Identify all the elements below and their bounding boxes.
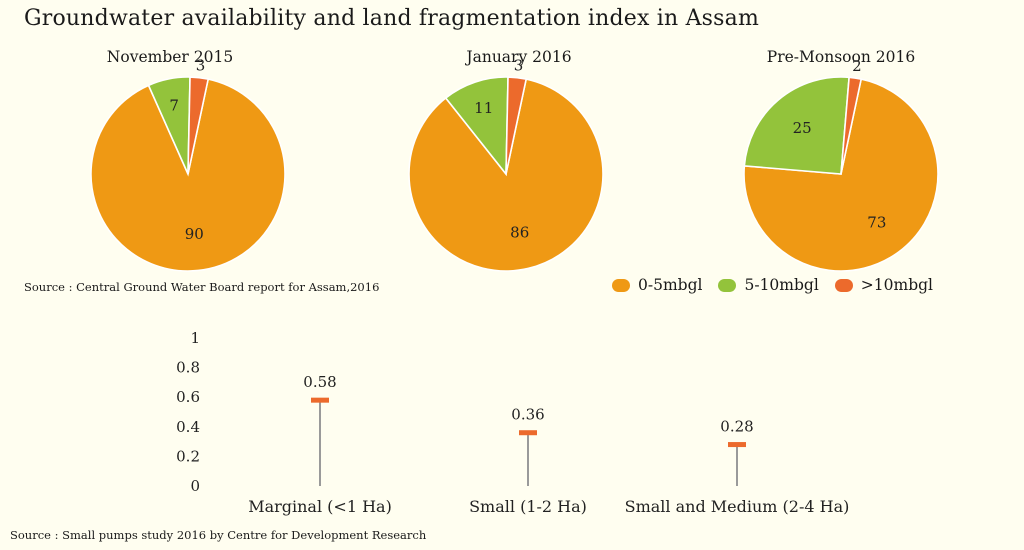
- pie-title-nov-2015: November 2015: [106, 48, 234, 66]
- source-lollipop: Source : Small pumps study 2016 by Centr…: [10, 528, 427, 542]
- page-title: Groundwater availability and land fragme…: [24, 6, 760, 31]
- x-category-label-0: Marginal (<1 Ha): [248, 497, 392, 516]
- legend-label-5-10: 5-10mbgl: [744, 276, 819, 294]
- legend-swatch-5-10: [718, 278, 737, 292]
- pie-1-label-gt-10: 3: [514, 57, 524, 75]
- pie-0-label-gt-10: 3: [196, 57, 206, 75]
- lollipop-marker-2: [728, 442, 746, 448]
- legend-item-gt-10: >10mbgl: [834, 276, 934, 294]
- pie-0-label-0-5: 90: [185, 225, 204, 243]
- legend: 0-5mbgl 5-10mbgl >10mbgl: [612, 276, 933, 294]
- pie-2-slice-0-5: [743, 78, 939, 272]
- x-category-label-2: Small and Medium (2-4 Ha): [625, 497, 850, 516]
- pie-2-label-gt-10: 2: [852, 57, 862, 75]
- y-tick-label-2: 0.4: [176, 418, 200, 436]
- pie-2-slice-gt-10: [840, 76, 863, 175]
- legend-label-gt-10: >10mbgl: [860, 276, 934, 294]
- lollipop-value-label-0: 0.58: [303, 373, 336, 391]
- pie-1-slice-5-10: [444, 76, 509, 177]
- lollipop-marker-0: [311, 397, 329, 403]
- y-tick-label-5: 1: [190, 329, 200, 347]
- pie-1-slice-gt-10: [505, 76, 528, 175]
- y-tick-label-0: 0: [190, 477, 200, 495]
- pie-0-label-5-10: 7: [169, 97, 179, 115]
- pie-title-jan-2016: January 2016: [466, 48, 572, 66]
- x-category-label-1: Small (1-2 Ha): [469, 497, 587, 516]
- pie-1-label-0-5: 86: [510, 224, 529, 242]
- lollipop-value-label-1: 0.36: [511, 406, 544, 424]
- legend-swatch-0-5: [612, 278, 630, 292]
- pie-title-pre-monsoon-2016: Pre-Monsoon 2016: [766, 48, 916, 66]
- pie-1-label-5-10: 11: [474, 99, 493, 117]
- y-tick-label-3: 0.6: [176, 388, 200, 406]
- legend-item-5-10: 5-10mbgl: [718, 276, 819, 294]
- pie-2-slice-5-10: [743, 76, 850, 175]
- pie-0-slice-gt-10: [187, 76, 210, 175]
- pie-2-label-0-5: 73: [867, 213, 886, 231]
- y-tick-label-4: 0.8: [176, 359, 200, 377]
- pie-0-slice-0-5: [90, 78, 286, 272]
- pie-2-label-5-10: 25: [793, 119, 812, 137]
- y-tick-label-1: 0.2: [176, 447, 200, 465]
- lollipop-marker-1: [519, 430, 537, 436]
- lollipop-value-label-2: 0.28: [720, 418, 753, 436]
- legend-item-0-5: 0-5mbgl: [612, 276, 702, 294]
- legend-swatch-gt-10: [834, 278, 853, 292]
- legend-label-0-5: 0-5mbgl: [638, 276, 703, 294]
- source-pies: Source : Central Ground Water Board repo…: [24, 280, 380, 294]
